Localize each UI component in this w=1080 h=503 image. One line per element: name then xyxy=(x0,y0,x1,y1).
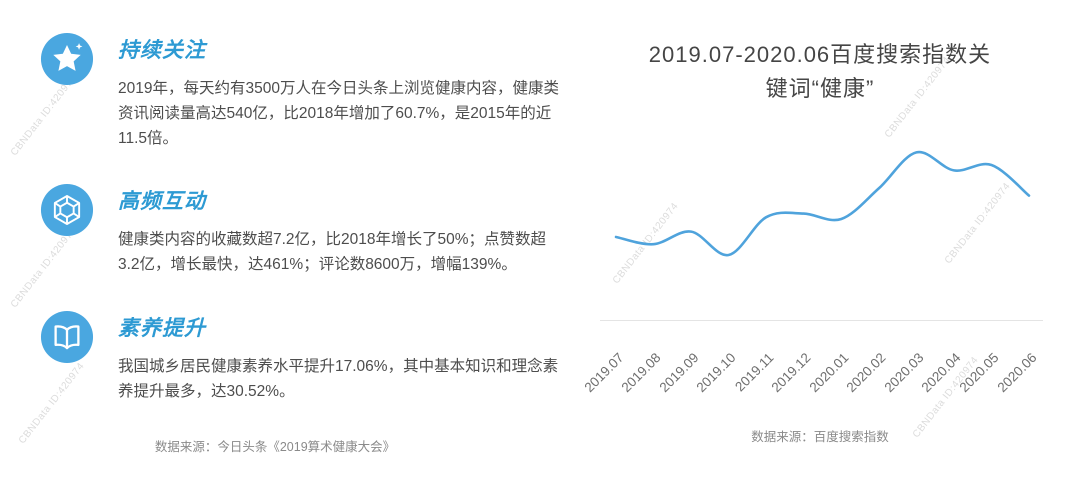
chart-title-line2: 键词“健康” xyxy=(765,76,875,102)
line-series xyxy=(614,151,1030,257)
section-title: 持续关注 xyxy=(118,39,206,62)
section-content: 持续关注 2019年，每天约有3500万人在今日头条上浏览健康内容，健康类资讯阅… xyxy=(118,32,566,151)
section-body: 健康类内容的收藏数超7.2亿，比2018年增长了50%；点赞数超3.2亿，增长最… xyxy=(118,231,547,274)
section-frequent-interaction: 高频互动 健康类内容的收藏数超7.2亿，比2018年增长了50%；点赞数超3.2… xyxy=(40,183,562,277)
right-source-note: 数据来源：百度搜索指数 xyxy=(751,430,889,445)
section-continuous-attention: 持续关注 2019年，每天约有3500万人在今日头条上浏览健康内容，健康类资讯阅… xyxy=(40,32,562,151)
section-content: 高频互动 健康类内容的收藏数超7.2亿，比2018年增长了50%；点赞数超3.2… xyxy=(118,183,566,277)
section-title: 高频互动 xyxy=(118,190,206,214)
section-title: 素养提升 xyxy=(118,316,206,340)
line-chart-svg xyxy=(599,151,1043,322)
search-index-line-chart: 2019.07 2019.08 2019.09 2019.10 2019.11 2019.… xyxy=(581,120,1043,424)
star-icon xyxy=(40,32,94,86)
left-source-note: 数据来源：今日头条《2019算术健康大会》 xyxy=(154,439,396,454)
chart-panel: 2019.07-2020.06百度搜索指数关 键词“健康” 2019.07 201… xyxy=(581,38,1055,445)
section-body: 2019年，每天约有3500万人在今日头条上浏览健康内容，健康类资讯阅读量高达5… xyxy=(118,80,559,148)
section-literacy-improvement: 素养提升 我国城乡居民健康素养水平提升17.06%，其中基本知识和理念素养提升最… xyxy=(40,310,562,404)
section-body: 我国城乡居民健康素养水平提升17.06%，其中基本知识和理念素养提升最多，达30… xyxy=(118,357,559,400)
book-icon xyxy=(40,310,94,364)
highlights-panel: 持续关注 2019年，每天约有3500万人在今日头条上浏览健康内容，健康类资讯阅… xyxy=(40,32,562,455)
chart-title: 2019.07-2020.06百度搜索指数关 键词“健康” xyxy=(595,38,1045,106)
chart-title-line1: 2019.07-2020.06百度搜索指数关 xyxy=(648,42,992,67)
hexagon-icon xyxy=(40,183,94,237)
x-axis-labels: 2019.07 2019.08 2019.09 2019.10 2019.11 2019.… xyxy=(581,340,1043,424)
section-content: 素养提升 我国城乡居民健康素养水平提升17.06%，其中基本知识和理念素养提升最… xyxy=(118,310,566,404)
